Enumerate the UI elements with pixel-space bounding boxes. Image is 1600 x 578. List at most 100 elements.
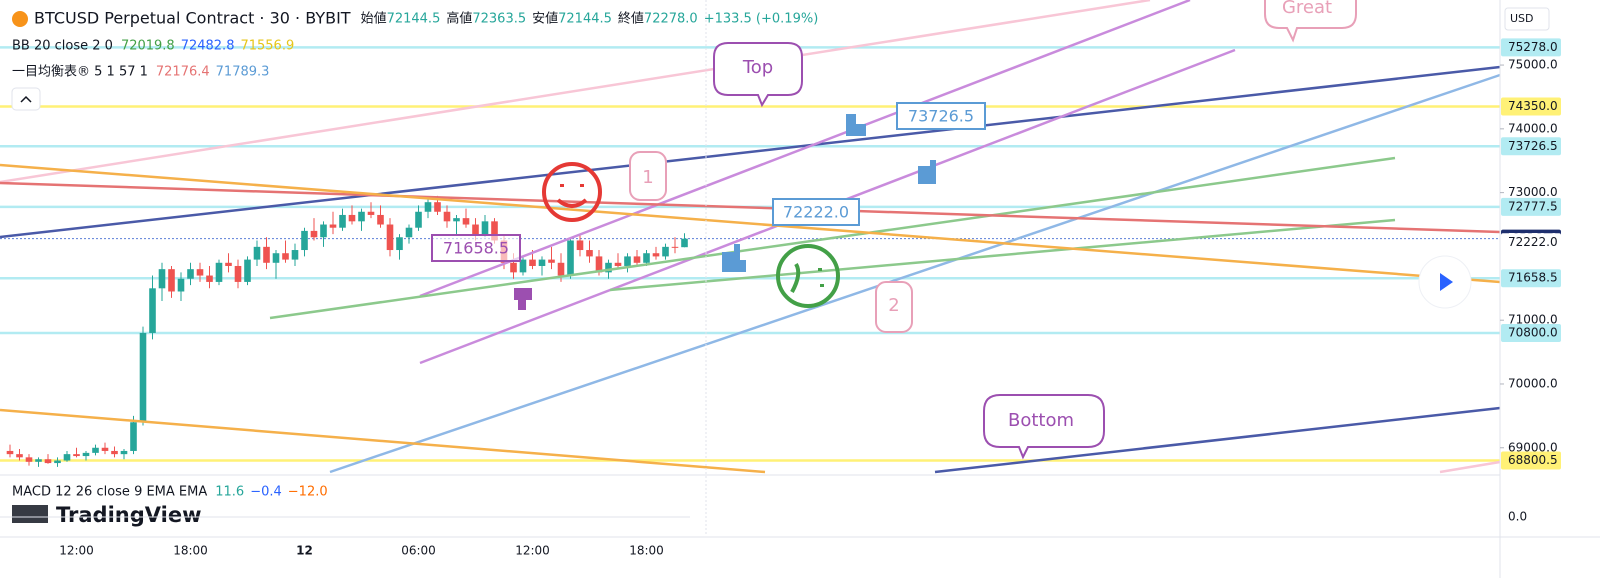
legend-text: 始値 [361,11,387,27]
candle-body [16,454,23,458]
candle-body [396,237,403,251]
candle-body [177,278,185,292]
trend-line [934,406,1501,474]
price-label-bg [1501,197,1561,216]
legend-text: 11.6 [215,485,244,500]
candle-body [405,227,413,238]
y-tick-label: 69000.0 [1508,440,1558,454]
hand-icon [514,288,532,310]
trend-line [0,408,766,474]
legend-text: 72482.8 [181,39,235,54]
candle-body [301,230,308,251]
candle-body [586,250,593,257]
annotation-text: Great [1282,0,1332,18]
annotations: Top Great Bottom 1 2 73726.5 72222.0 716… [431,0,1357,460]
price-label: 71658.5 [1508,271,1558,285]
price-note [772,198,860,226]
candle-body [443,211,451,222]
candle-body [510,262,517,273]
candle-body [54,460,61,464]
candle-body [320,224,327,238]
price-label-bg [1501,323,1561,342]
legend-text: +133.5 (+0.19%) [704,12,819,27]
candle-body [253,246,261,260]
candle-body [624,256,631,266]
macd-tick-label: 0.0 [1508,510,1527,524]
hand-icon [722,244,746,272]
candle-body [291,250,299,260]
candle-body [158,269,166,289]
collapse-button[interactable] [11,87,41,111]
watermark: TradingView [56,503,201,527]
callout [1264,0,1357,43]
candle-body [82,452,90,457]
legend-text: 71789.3 [216,65,270,80]
candle-body [595,256,603,273]
trend-line [609,218,1396,292]
candle-body [139,332,147,423]
legend-text: −12.0 [288,485,328,500]
hand-icon [918,160,936,184]
candle-body [576,240,584,251]
price-label: 72777.5 [1508,199,1558,213]
candle-body [149,288,156,333]
callout [875,281,913,333]
candle-body [215,262,223,282]
candle-body [557,262,565,276]
currency-button[interactable] [1504,7,1550,31]
y-tick-label: 73000.0 [1508,185,1558,199]
legend-text: −0.4 [250,485,282,500]
smiley-icon [542,162,602,222]
x-tick-label: 18:00 [173,544,208,558]
candle-body [453,218,460,222]
candle-body [263,246,270,263]
callout [983,394,1105,460]
price-label: 70800.0 [1508,325,1558,339]
price-label: 73726.5 [1508,139,1558,153]
candle-body [73,454,80,457]
legend-text: 72278.0 [644,12,698,27]
x-tick-label: 18:00 [629,544,664,558]
price-label-bg [1501,97,1561,116]
candle-body [481,221,489,235]
currency-label: USD [1510,12,1534,25]
price-label: 75278.0 [1508,40,1558,54]
candle-body [329,224,337,228]
candle-body [120,450,128,455]
trend-line [1439,460,1501,474]
y-tick-label: 75000.0 [1508,58,1558,72]
legend-text: 72176.4 [156,65,210,80]
candle-body [424,202,432,212]
candle-body [25,457,33,462]
coin-icon [12,11,28,27]
candle-body [244,259,251,282]
annotation-text: 2 [888,295,899,316]
play-icon [1440,273,1453,291]
x-tick-label: 12:00 [59,544,94,558]
candle-body [44,459,52,464]
legend-text: BTCUSD Perpetual Contract · 30 · BYBIT [34,9,351,28]
hand-icon [846,114,866,136]
candle-body [187,269,194,279]
candle-body [643,253,650,263]
candle-body [111,450,118,455]
legend-text: 72019.8 [121,39,175,54]
candle-body [225,262,232,266]
candle-body [272,253,280,263]
legend-text: BB 20 close 2 0 [12,39,113,54]
trend-line [0,0,1151,184]
candle-body [614,262,622,266]
candle-body [548,259,555,263]
trend-line [419,0,1191,298]
candle-body [633,256,641,263]
candle-body [605,262,612,273]
price-label: 68800.5 [1508,453,1558,467]
annotation-text: 73726.5 [908,107,974,126]
candle-body [491,221,498,241]
candle-body [377,214,384,225]
candle-body [348,214,356,222]
annotation-text: 71658.5 [443,239,509,258]
callout [629,151,667,201]
